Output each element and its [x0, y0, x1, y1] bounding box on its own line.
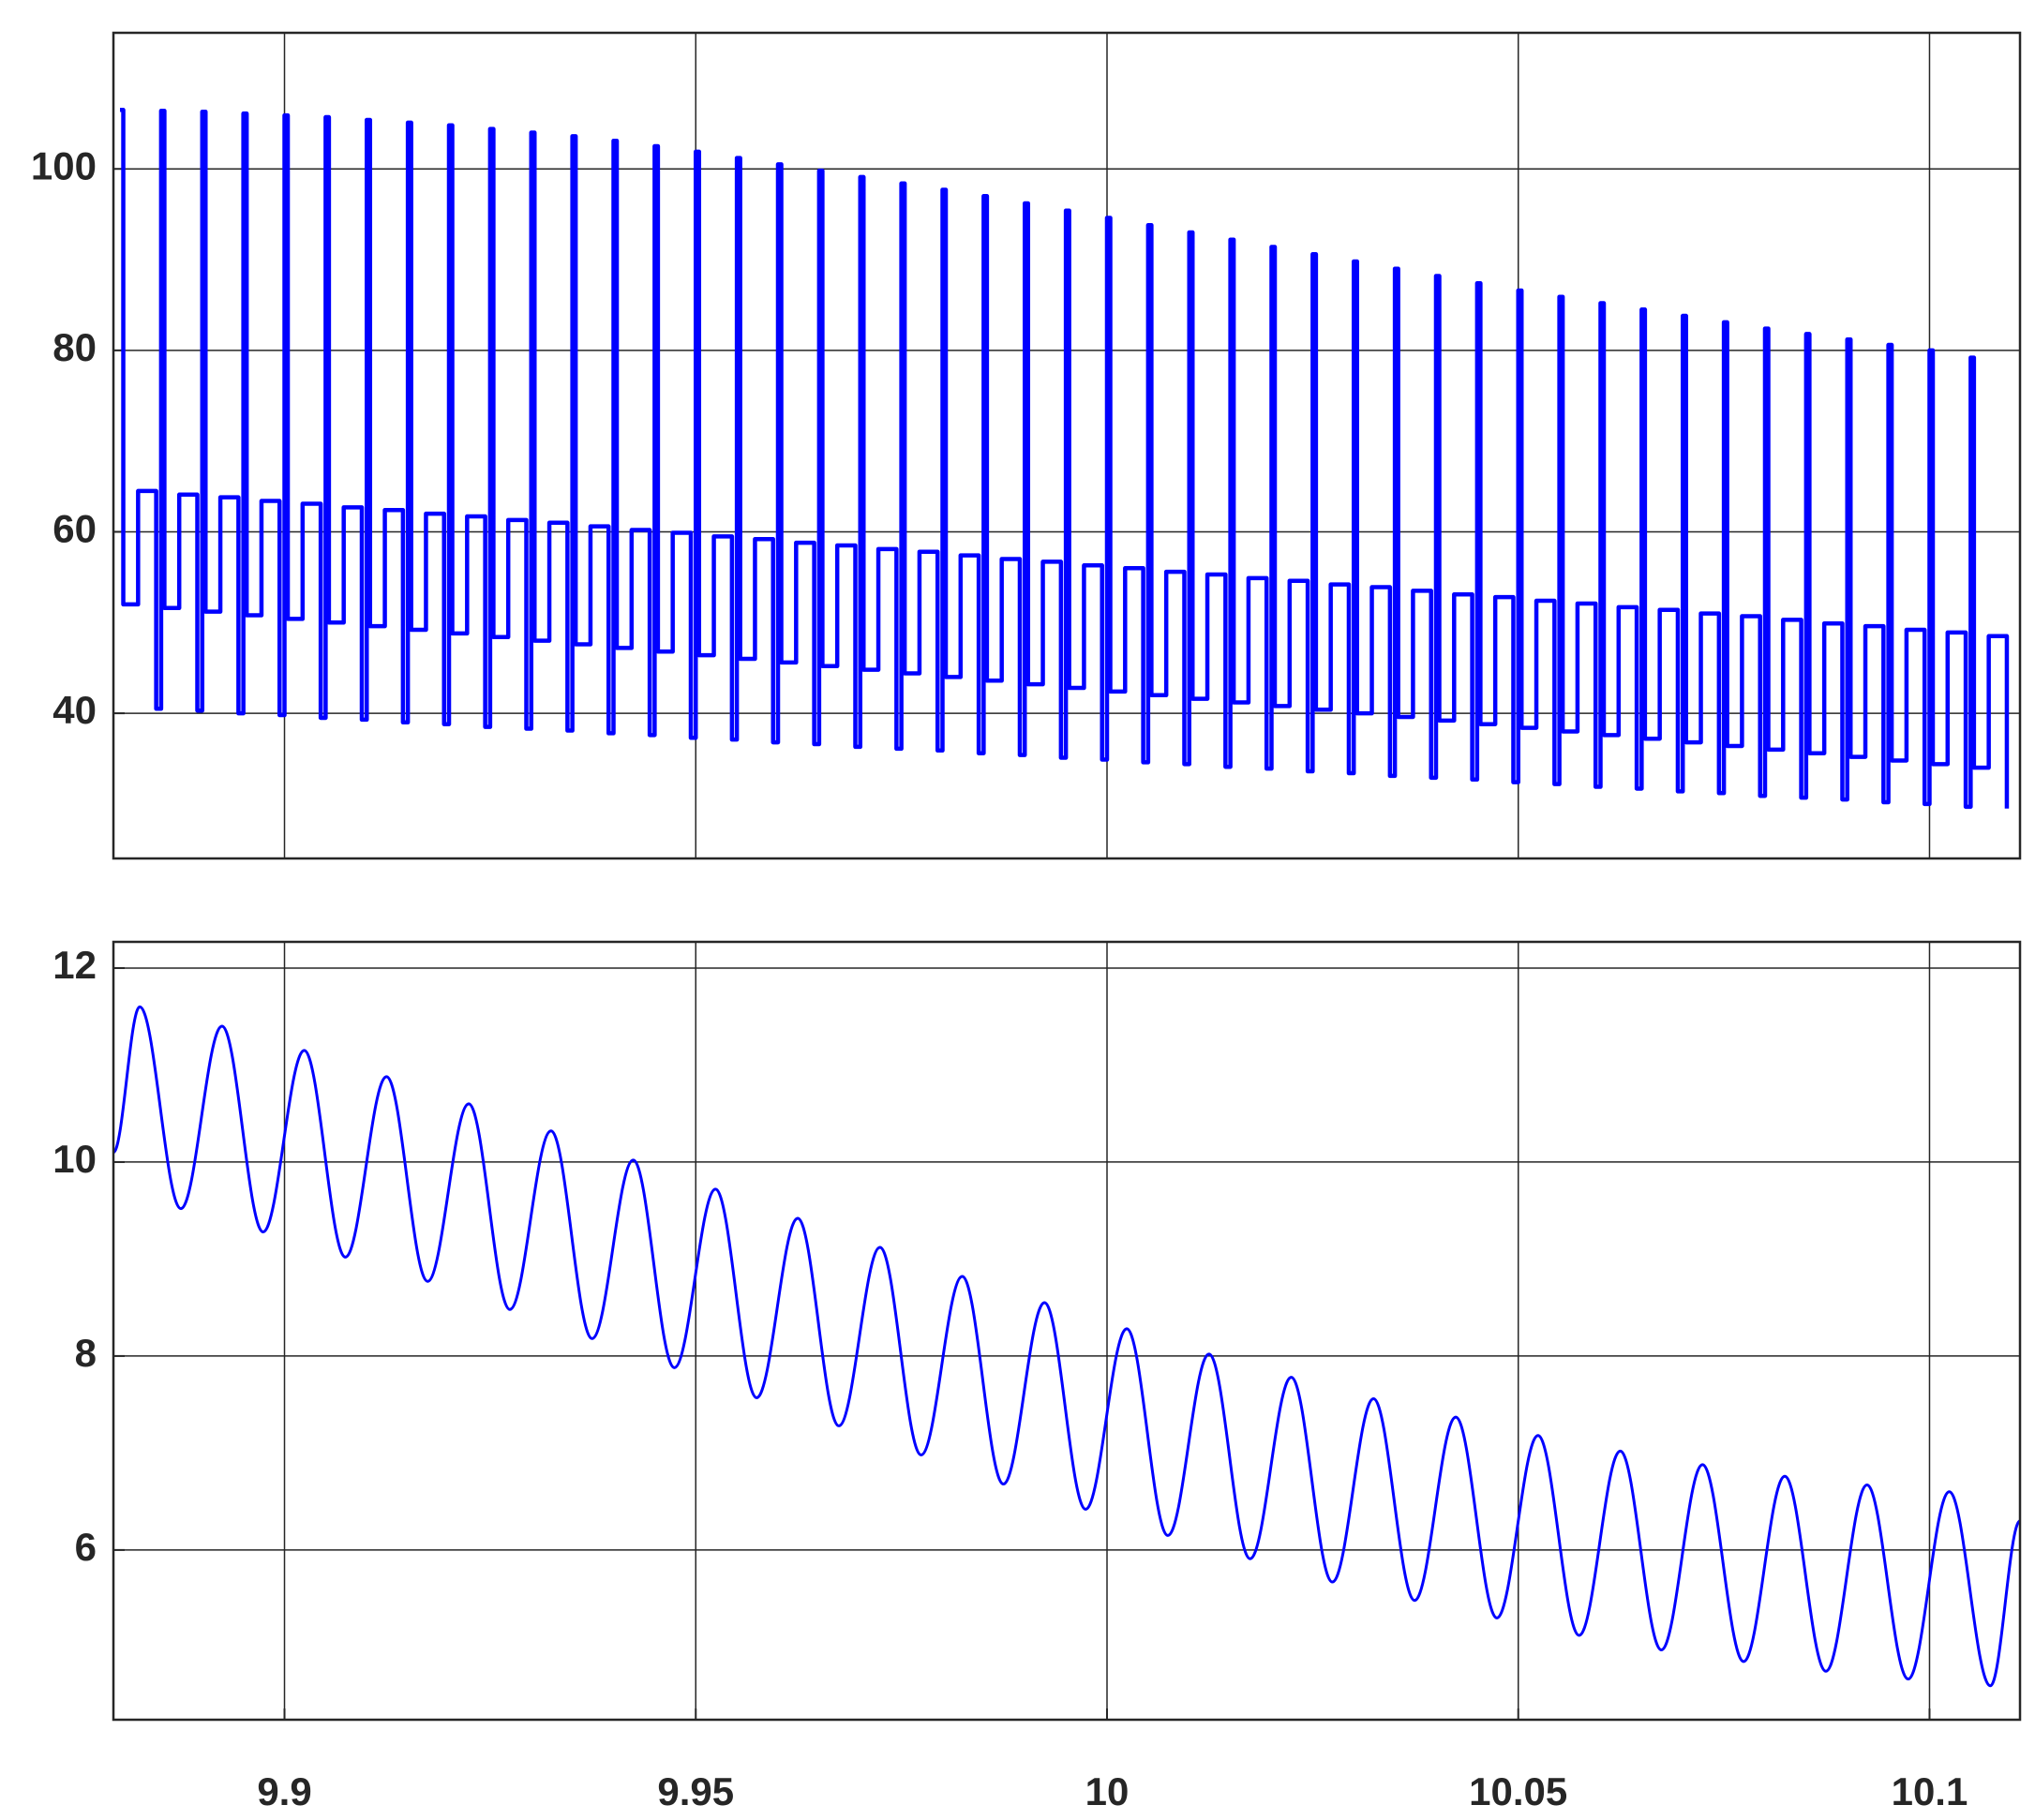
y-tick-label: 6 — [75, 1525, 97, 1569]
data-line — [113, 1005, 2020, 1688]
x-tick-label: 10.1 — [1892, 1769, 1968, 1813]
x-tick-label: 10 — [1085, 1769, 1130, 1813]
plot-frame — [112, 940, 2022, 1722]
data-line — [120, 108, 2010, 810]
x-tick-label: 10.05 — [1469, 1769, 1567, 1813]
y-tick-label: 100 — [31, 143, 97, 187]
plot-frame — [112, 31, 2022, 860]
y-tick-label: 12 — [52, 943, 97, 987]
y-tick-label: 80 — [52, 325, 97, 369]
y-tick-label: 10 — [52, 1137, 97, 1181]
y-tick-label: 60 — [52, 507, 97, 551]
x-tick-label: 9.9 — [257, 1769, 311, 1813]
x-tick-label: 9.95 — [657, 1769, 734, 1813]
y-tick-label: 40 — [52, 688, 97, 732]
y-tick-label: 8 — [75, 1331, 97, 1375]
